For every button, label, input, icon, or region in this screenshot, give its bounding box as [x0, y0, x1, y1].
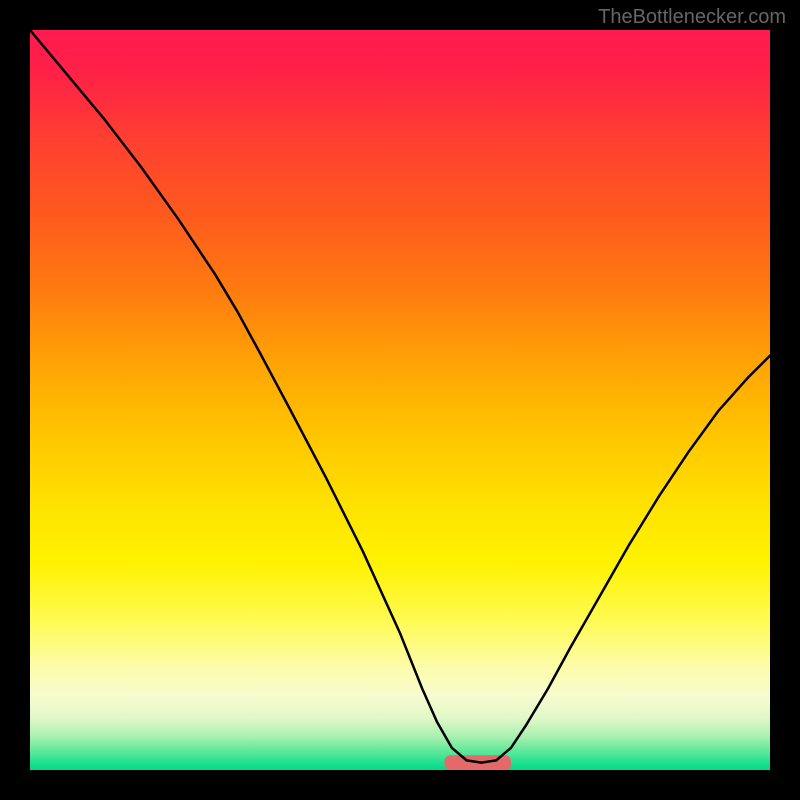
- plot-svg: [30, 30, 770, 770]
- chart-frame: TheBottlenecker.com: [0, 0, 800, 800]
- watermark-text: TheBottlenecker.com: [598, 6, 786, 29]
- bottleneck-plot: [30, 30, 770, 770]
- gradient-background: [30, 30, 770, 770]
